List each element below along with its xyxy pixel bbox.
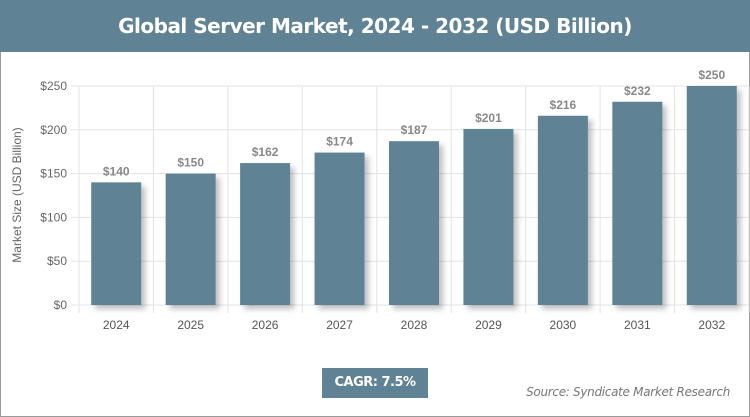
data-label: $140 — [103, 164, 130, 178]
y-tick-label: $250 — [40, 79, 67, 93]
x-tick-label: 2026 — [252, 318, 279, 332]
x-tick-label: 2027 — [326, 318, 353, 332]
data-label: $232 — [624, 84, 651, 98]
bar-2026 — [240, 163, 291, 305]
x-tick-label: 2028 — [401, 318, 428, 332]
data-label: $174 — [326, 135, 353, 149]
y-tick-label: $150 — [40, 167, 67, 181]
data-label: $216 — [550, 98, 577, 112]
chart-title: Global Server Market, 2024 - 2032 (USD B… — [0, 0, 750, 52]
y-tick-label: $100 — [40, 210, 67, 224]
bar-2027 — [314, 152, 365, 305]
data-label: $201 — [475, 111, 502, 125]
data-label: $150 — [177, 156, 204, 170]
data-label: $250 — [698, 68, 725, 82]
x-tick-label: 2030 — [550, 318, 577, 332]
y-axis-label: Market Size (USD Billion) — [10, 127, 24, 262]
bar-2030 — [537, 115, 588, 305]
y-tick-label: $50 — [47, 254, 67, 268]
bar-2028 — [389, 141, 439, 305]
x-tick-label: 2029 — [475, 318, 502, 332]
cagr-badge: CAGR: 7.5% — [322, 368, 428, 398]
y-tick-label: $0 — [54, 298, 68, 312]
x-tick-label: 2031 — [624, 318, 651, 332]
bar-2032 — [686, 86, 737, 305]
x-tick-label: 2032 — [698, 318, 725, 332]
source-note: Source: Syndicate Market Research — [526, 385, 730, 399]
x-tick-label: 2024 — [103, 318, 130, 332]
data-label: $187 — [401, 123, 428, 137]
bar-chart: $0 $50 $100 $150 $200 $250 $140 2024 $150 2025 $1… — [10, 68, 750, 332]
bar-2031 — [612, 101, 663, 305]
data-label: $162 — [252, 145, 279, 159]
bar-2024 — [91, 182, 142, 305]
bar-2025 — [165, 173, 216, 305]
bar-2029 — [463, 128, 514, 305]
y-tick-label: $200 — [40, 123, 67, 137]
x-tick-label: 2025 — [177, 318, 204, 332]
